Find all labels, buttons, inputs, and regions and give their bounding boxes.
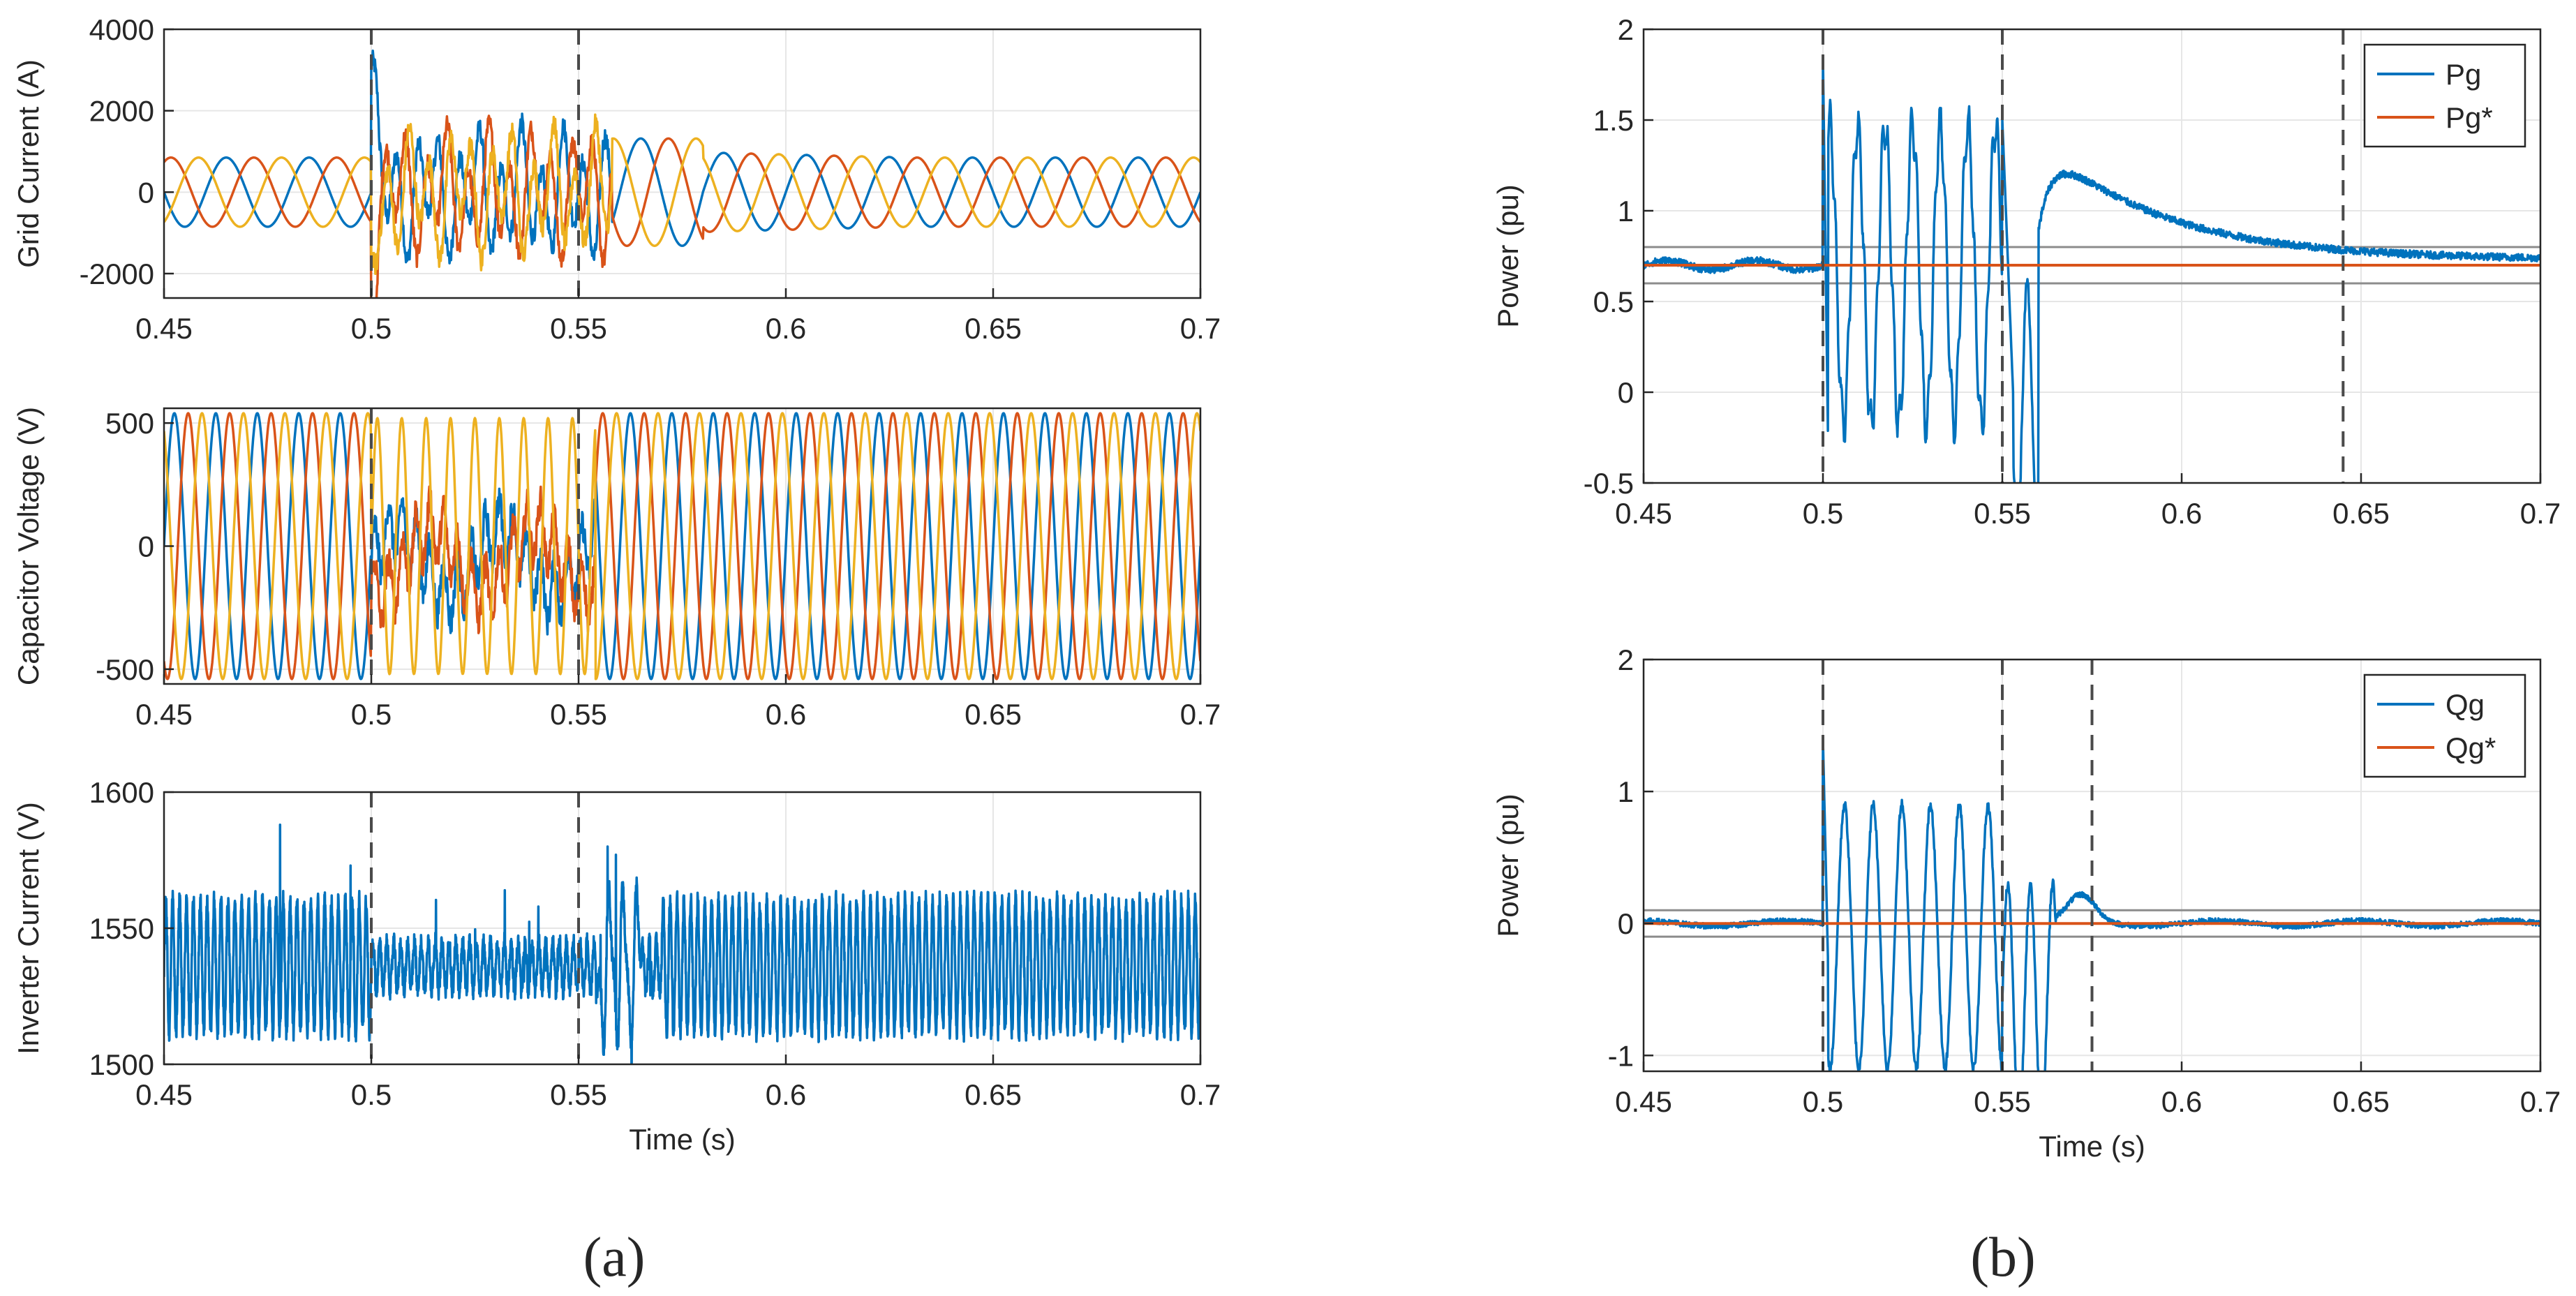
y-tick-label: 1550 — [89, 912, 154, 945]
x-tick-label: 0.7 — [2520, 1085, 2561, 1118]
y-tick-label: 1600 — [89, 776, 154, 809]
y-tick-label: 0 — [1618, 907, 1634, 940]
x-axis-label: Time (s) — [629, 1123, 735, 1156]
y-tick-label: -1 — [1608, 1039, 1634, 1072]
legend: Qg Qg* — [2363, 673, 2526, 778]
caption-a: (a) — [583, 1227, 646, 1288]
series-line-phase-c — [164, 113, 1200, 276]
x-tick-label: 0.7 — [2520, 497, 2561, 530]
x-tick-label: 0.6 — [2161, 497, 2202, 530]
x-tick-label: 0.6 — [766, 312, 806, 345]
x-tick-label: 0.5 — [1803, 497, 1843, 530]
y-axis-label: Power (pu) — [1491, 794, 1524, 937]
y-tick-label: 2000 — [89, 95, 154, 128]
y-tick-label: 0 — [138, 530, 154, 563]
y-tick-label: 2 — [1618, 13, 1634, 46]
chart-reactive_power: 0.45 0.5 0.55 0.6 0.65 0.7 -1 0 1 2 Power (pu) Time… — [1491, 643, 2561, 1163]
x-tick-label: 0.55 — [550, 698, 607, 731]
legend-label: Qg* — [2445, 731, 2496, 764]
y-tick-label: 1500 — [89, 1048, 154, 1081]
x-tick-label: 0.55 — [1974, 1085, 2031, 1118]
y-tick-label: 0 — [1618, 376, 1634, 409]
legend-label: Pg* — [2445, 101, 2493, 134]
x-axis-label: Time (s) — [2039, 1130, 2145, 1163]
y-tick-label: 500 — [105, 407, 154, 440]
x-tick-label: 0.45 — [135, 312, 193, 345]
y-axis-label: Inverter Current (V) — [12, 802, 45, 1055]
x-tick-label: 0.5 — [351, 1078, 392, 1111]
y-axis-label: Power (pu) — [1491, 184, 1524, 327]
x-tick-label: 0.6 — [2161, 1085, 2202, 1118]
x-tick-label: 0.65 — [2332, 1085, 2390, 1118]
y-tick-label: 4000 — [89, 13, 154, 46]
x-tick-label: 0.6 — [766, 698, 806, 731]
chart-inverter_current: 0.45 0.5 0.55 0.6 0.65 0.7 1500 1550 1600 Inverte… — [12, 776, 1221, 1156]
y-axis-label: Grid Current (A) — [12, 59, 45, 268]
caption-b: (b) — [1970, 1227, 2035, 1288]
series-line-phase-a — [164, 412, 1200, 680]
charts-container: 0.45 0.5 0.55 0.6 0.65 0.7-2000020004000Grid … — [12, 13, 2561, 1163]
chart-grid_current: 0.45 0.5 0.55 0.6 0.65 0.7 -2000 0 2000 4000 Grid … — [12, 13, 1221, 345]
legend-label: Pg — [2445, 58, 2481, 91]
x-tick-label: 0.7 — [1180, 698, 1221, 731]
x-tick-label: 0.65 — [965, 312, 1022, 345]
series-line-phase-b — [164, 412, 1200, 680]
chart-capacitor_voltage: 0.45 0.5 0.55 0.6 0.65 0.7 -500 0 500 Capacitor V… — [12, 407, 1221, 731]
legend-box — [2363, 43, 2526, 148]
x-tick-label: 0.7 — [1180, 312, 1221, 345]
y-tick-label: 2 — [1618, 643, 1634, 676]
x-tick-label: 0.45 — [135, 1078, 193, 1111]
axes-box — [163, 28, 1202, 299]
x-tick-label: 0.65 — [965, 698, 1022, 731]
y-tick-label: 1.5 — [1593, 104, 1634, 137]
x-tick-label: 0.55 — [550, 312, 607, 345]
axes-box — [1642, 28, 2542, 484]
y-tick-label: -0.5 — [1584, 467, 1634, 500]
series-line-qg — [1644, 737, 2540, 1071]
x-tick-label: 0.65 — [965, 1078, 1022, 1111]
series-line-phase-c — [164, 412, 1200, 680]
x-tick-label: 0.45 — [1615, 497, 1672, 530]
y-tick-label: -2000 — [80, 258, 154, 290]
y-tick-label: 1 — [1618, 775, 1634, 808]
x-tick-label: 0.55 — [1974, 497, 2031, 530]
x-tick-label: 0.55 — [550, 1078, 607, 1111]
series-line-pg — [1644, 55, 2540, 483]
legend-box — [2363, 673, 2526, 778]
x-tick-label: 0.7 — [1180, 1078, 1221, 1111]
x-tick-label: 0.5 — [1803, 1085, 1843, 1118]
y-tick-label: 1 — [1618, 195, 1634, 228]
axes-box — [1642, 658, 2542, 1073]
y-tick-label: -500 — [96, 653, 154, 686]
x-tick-label: 0.45 — [135, 698, 193, 731]
x-tick-label: 0.5 — [351, 312, 392, 345]
legend: Pg Pg* — [2363, 43, 2526, 148]
legend-label: Qg — [2445, 688, 2485, 721]
series-line-vdc — [164, 824, 1200, 1064]
x-tick-label: 0.6 — [766, 1078, 806, 1111]
y-axis-label: Capacitor Voltage (V) — [12, 407, 45, 685]
y-tick-label: 0 — [138, 176, 154, 209]
x-tick-label: 0.5 — [351, 698, 392, 731]
y-tick-label: 0.5 — [1593, 285, 1634, 318]
x-tick-label: 0.65 — [2332, 497, 2390, 530]
x-tick-label: 0.45 — [1615, 1085, 1672, 1118]
chart-active_power: 0.45 0.5 0.55 0.6 0.65 0.7 -0.5 0 0.5 1 1.5 2 Power … — [1491, 13, 2561, 530]
